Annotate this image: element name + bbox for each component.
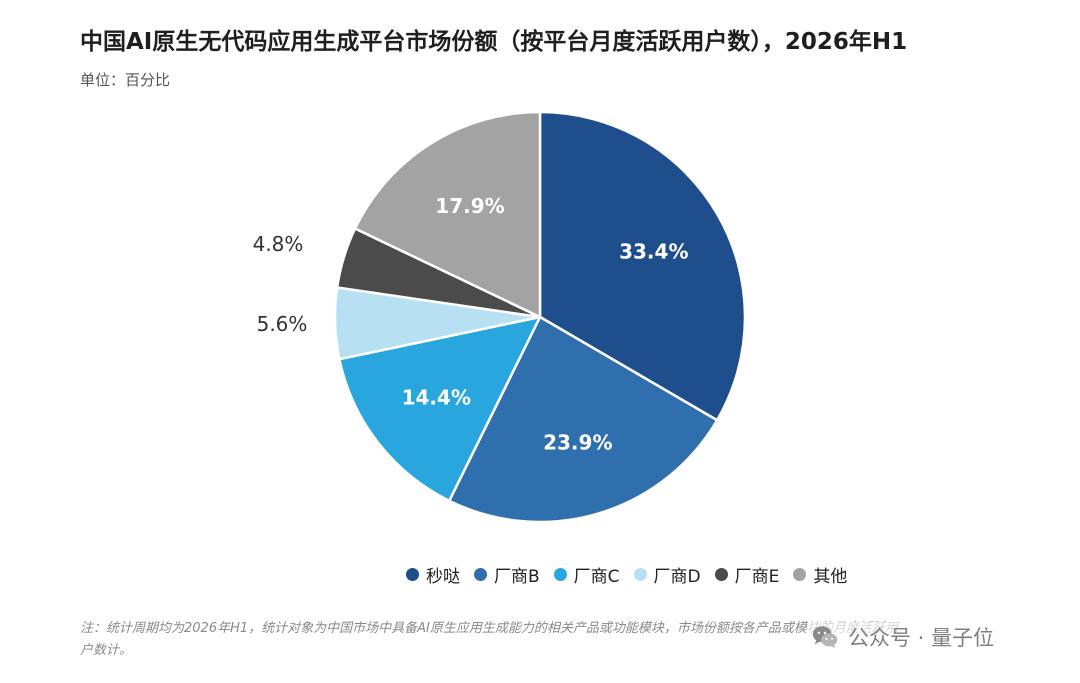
- pie-slices: [333, 110, 747, 524]
- legend-label: 其他: [813, 567, 848, 587]
- pie-slice-1: [538, 110, 747, 422]
- legend-label: 秒哒: [426, 567, 460, 587]
- legend-label: 厂商C: [573, 567, 620, 587]
- data-label-4: 5.6%: [257, 312, 308, 336]
- legend-swatch: [793, 568, 807, 581]
- unit-label: 单位：百分比: [80, 71, 171, 89]
- watermark-text: 公众号 · 量子位: [848, 626, 995, 650]
- legend-swatch: [406, 568, 419, 581]
- pie-data-labels: 33.4% 23.9% 14.4% 5.6% 4.8% 17.9%: [253, 194, 689, 455]
- legend-item-5: 厂商E: [714, 562, 780, 587]
- data-label-3: 14.4%: [402, 385, 471, 409]
- legend-item-6: 其他: [793, 562, 847, 587]
- pie-slice-6: [353, 110, 542, 319]
- legend-label: 厂商E: [734, 567, 780, 587]
- legend-swatch: [633, 568, 647, 581]
- legend-label: 厂商D: [653, 567, 701, 587]
- legend-swatch: [714, 568, 728, 581]
- chart-title: 中国AI原生无代码应用生成平台市场份额（按平台月度活跃用户数），2026年H1: [80, 29, 908, 55]
- data-label-2: 23.9%: [543, 431, 612, 455]
- legend-item-3: 厂商C: [553, 562, 620, 587]
- data-label-1: 33.4%: [619, 240, 688, 264]
- legend-item-1: 秒哒: [406, 562, 460, 587]
- watermark: 公众号 · 量子位: [808, 622, 995, 652]
- pie-slice-3: [338, 315, 542, 503]
- legend-label: 厂商B: [494, 567, 540, 587]
- wechat-icon: [812, 626, 838, 649]
- legend-swatch: [553, 568, 567, 581]
- footnote: 注：统计周期均为2026年H1，统计对象为中国市场中具备AI原生应用生成能力的相…: [80, 621, 898, 658]
- legend-item-4: 厂商D: [633, 562, 701, 587]
- legend-item-2: 厂商B: [474, 562, 540, 587]
- data-label-5: 4.8%: [253, 232, 304, 256]
- legend-swatch: [474, 568, 487, 581]
- data-label-6: 17.9%: [435, 194, 504, 218]
- legend: 秒哒 厂商B 厂商C 厂商D 厂商E 其他: [406, 562, 847, 587]
- pie-slice-2: [447, 315, 719, 524]
